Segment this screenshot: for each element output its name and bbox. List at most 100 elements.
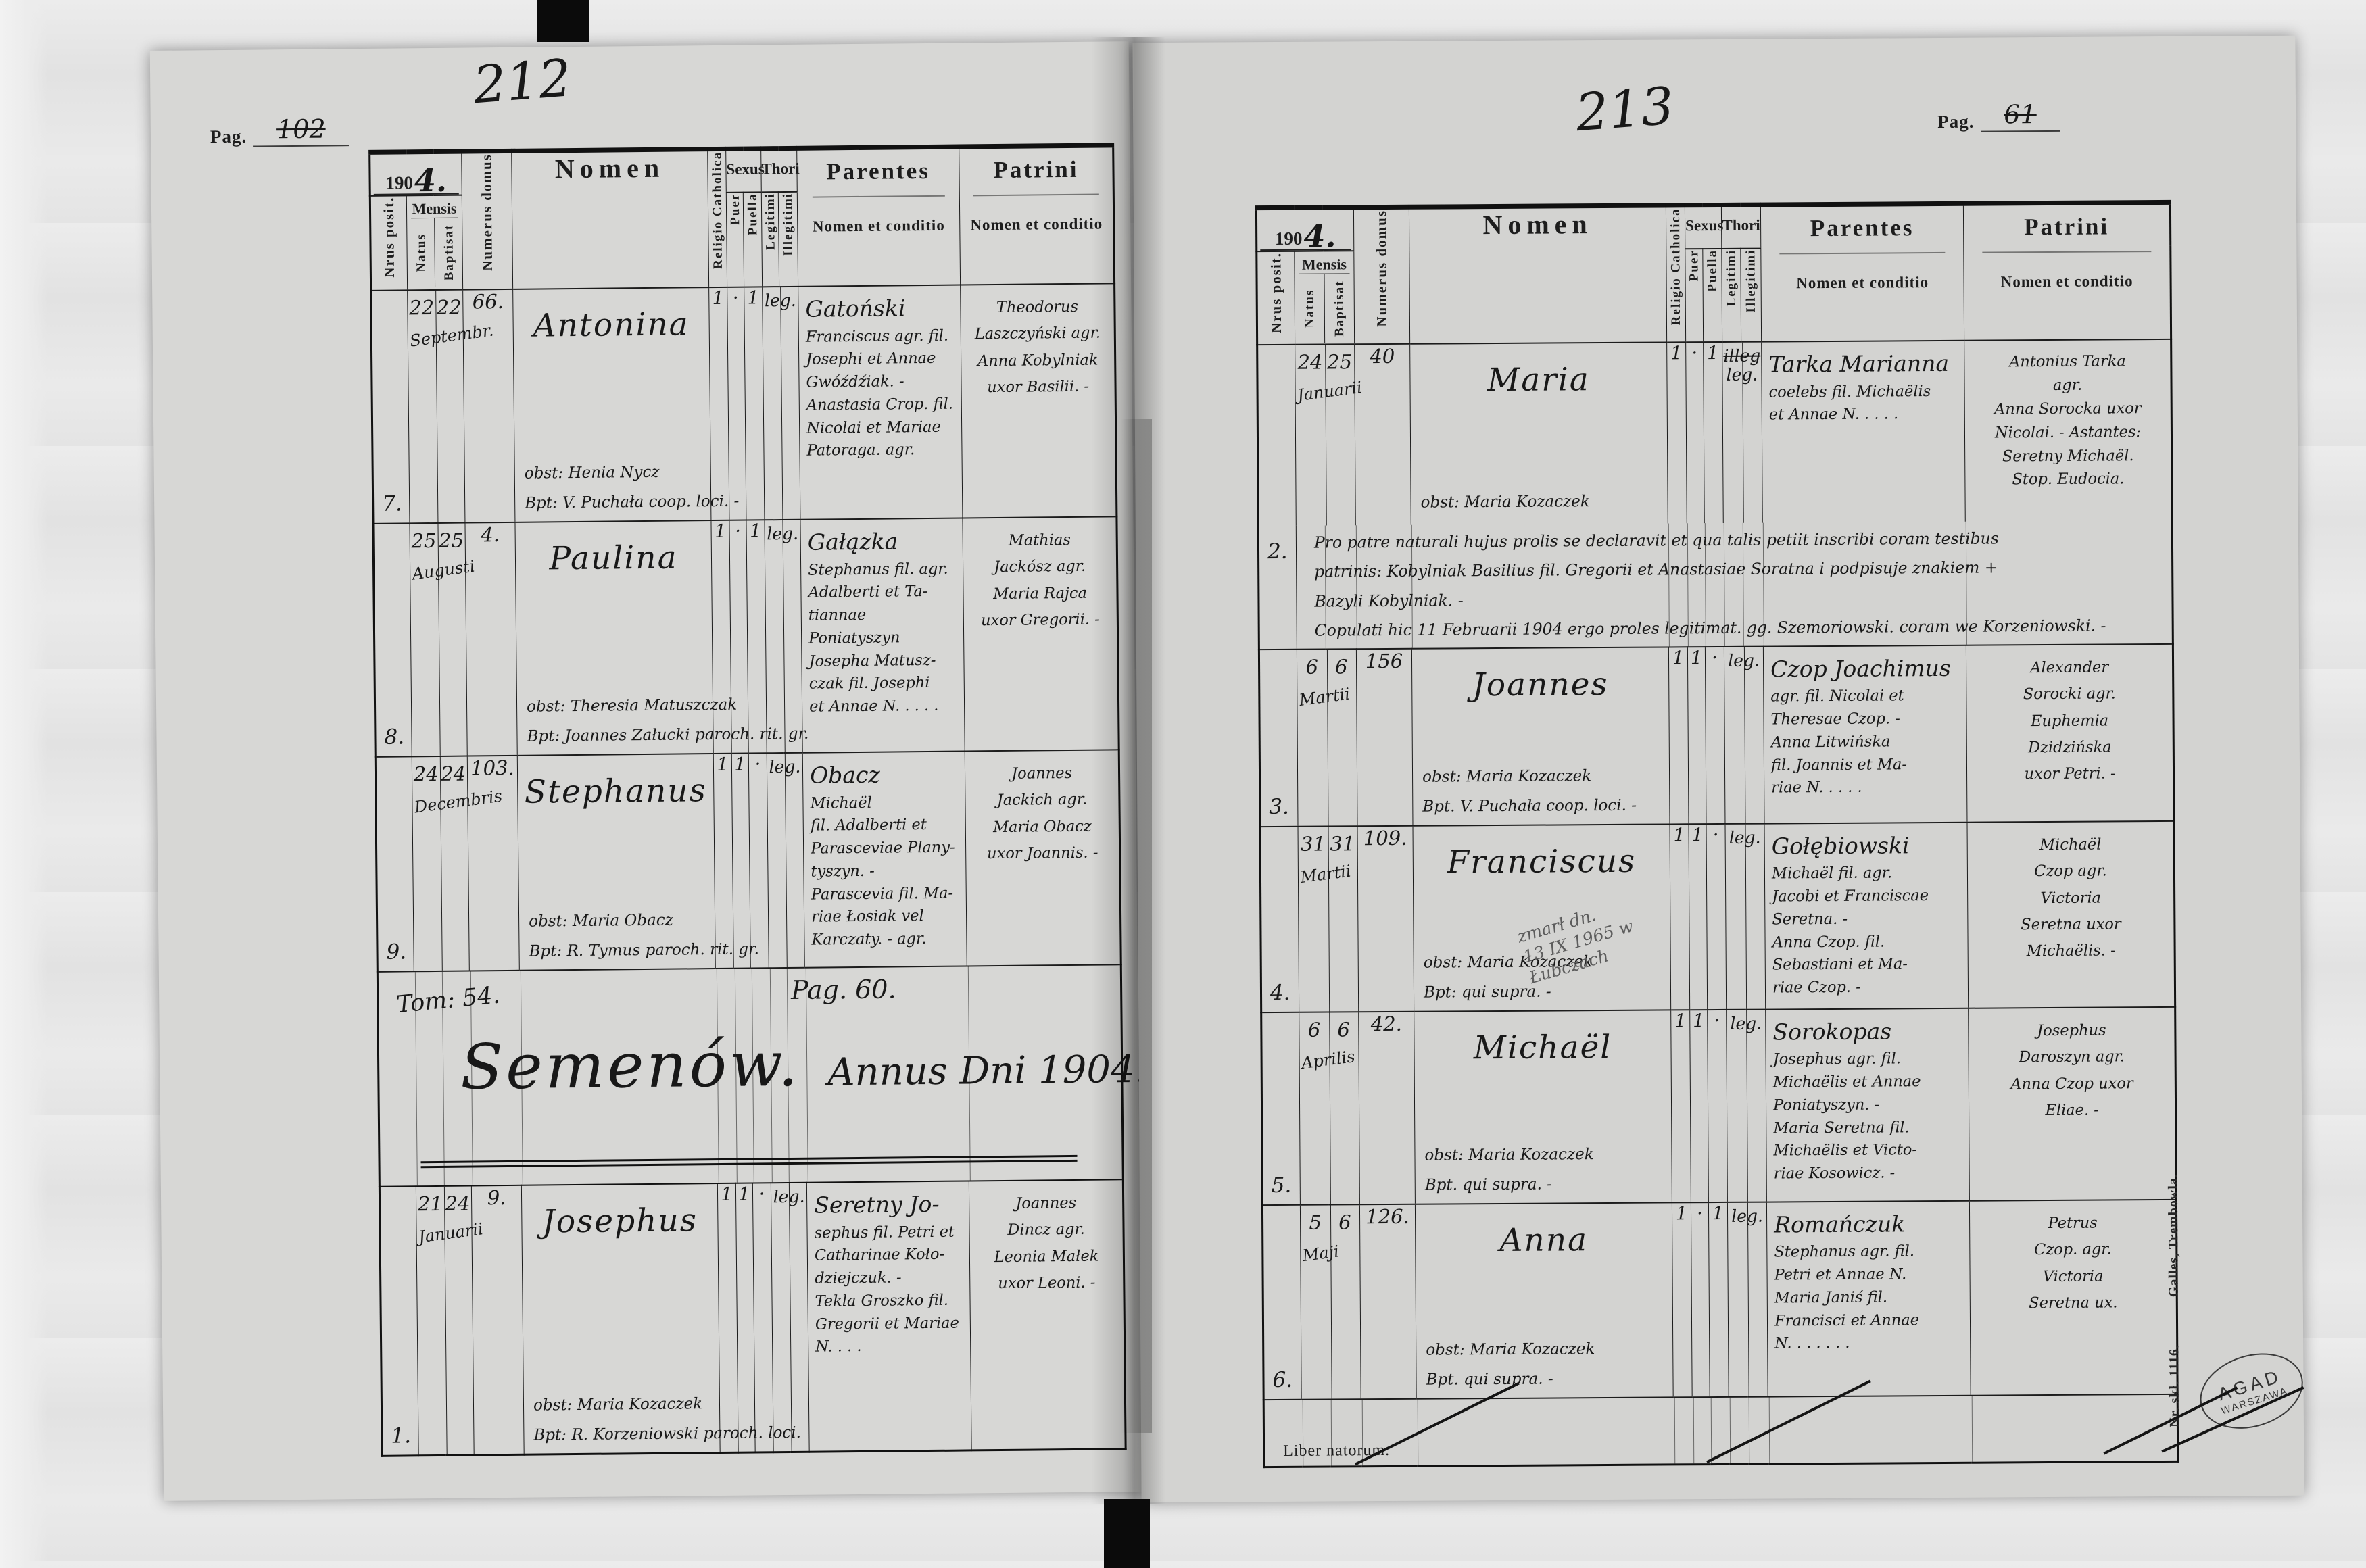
col-header-puella: Puella xyxy=(743,192,763,287)
midwife-note: obst: Maria Kozaczek xyxy=(533,1394,703,1415)
baptisat-day: 24 xyxy=(445,1192,470,1215)
puer-mark: · xyxy=(732,287,739,309)
natus-day: 31 xyxy=(1300,832,1326,856)
house-number: 103. xyxy=(470,756,514,780)
puella-mark: · xyxy=(758,1183,765,1205)
thori-mark: leg. xyxy=(1731,1206,1764,1226)
col-header-puella: Puella xyxy=(1702,248,1722,343)
child-name: Franciscus xyxy=(1447,842,1637,881)
puer-mark: 1 xyxy=(1691,825,1704,846)
posit-number: 5. xyxy=(1271,1173,1292,1198)
posit-number: 9. xyxy=(386,939,407,964)
col-header-sexus: Sexus xyxy=(1685,205,1723,249)
thori-mark: leg. xyxy=(769,756,801,777)
puer-mark: · xyxy=(1697,1203,1703,1225)
religio-mark: 1 xyxy=(712,287,725,310)
col-header-nomen: Nomen xyxy=(511,149,709,289)
book-gutter-shadow xyxy=(1091,37,1165,1504)
house-number: 4. xyxy=(481,523,500,547)
midwife-note: obst: Maria Kozaczek xyxy=(1426,1340,1595,1359)
pag-60-note: Pag. 60. xyxy=(790,974,896,1005)
puer-mark: · xyxy=(1691,343,1698,364)
puella-mark: 1 xyxy=(747,287,760,309)
natus-day: 5 xyxy=(1309,1210,1322,1234)
col-header-religio: Religio Catholica xyxy=(1666,205,1686,343)
pencil-death-note: zmarł dn. 13 IX 1965 w Łubczach xyxy=(1515,904,1636,987)
year-cell: 190 4. xyxy=(369,151,462,199)
posit-number: 4. xyxy=(1270,980,1290,1005)
posit-number: 7. xyxy=(382,491,402,516)
thori-mark: leg. xyxy=(767,523,799,544)
baptisat-day: 31 xyxy=(1330,832,1355,856)
patrini-text: Antonius Tarka agr. Anna Sorocka uxor Ni… xyxy=(1994,352,2142,489)
parentes-text: Obacz Michaël fil. Adalberti et Parascev… xyxy=(809,761,955,949)
page-number-line-right: Pag. 61 xyxy=(1937,99,2060,132)
thori-mark: leg. xyxy=(1728,650,1760,670)
puer-mark: 1 xyxy=(1690,647,1703,669)
midwife-note: obst: Theresia Matuszczak xyxy=(526,695,738,716)
puella-mark: · xyxy=(754,754,761,775)
religio-mark: 1 xyxy=(1670,343,1683,364)
child-name: Michaël xyxy=(1473,1028,1612,1067)
col-header-thori: Thori xyxy=(760,148,800,193)
posit-number: 3. xyxy=(1269,794,1290,819)
right-page: 213 Pag. 61 190 4. Numerus domus Nomen Re… xyxy=(1132,35,2313,1503)
row-franciscus: 4. 31 31 Martii 109. Franciscus zmarł dn.… xyxy=(1260,820,2175,1013)
row-maria-legitimation-note: 2. Pro patre naturali hujus prolis se de… xyxy=(1258,520,2173,650)
house-number: 40 xyxy=(1370,344,1395,368)
baptisat-day: 24 xyxy=(441,762,466,785)
year-printed: 190 xyxy=(1274,228,1303,249)
pag-value-struck: 102 xyxy=(276,114,326,145)
baptisat-day: 25 xyxy=(1327,350,1353,374)
table-header: 190 4. Numerus domus Nomen Religio Cathol… xyxy=(369,145,1115,291)
village-name: Semenów. xyxy=(460,1027,801,1104)
col-header-parentes: Parentes Nomen et conditio xyxy=(796,147,961,287)
register-table-right: 190 4. Numerus domus Nomen Religio Cathol… xyxy=(1255,199,2238,1469)
folio-number-right: 213 xyxy=(1573,75,1676,143)
child-name: Josephus xyxy=(541,1202,698,1241)
col-header-illegitimi: Illegitimi xyxy=(778,191,798,287)
house-number: 42. xyxy=(1370,1012,1402,1036)
legitimation-note-text: Pro patre naturali hujus prolis se decla… xyxy=(1313,529,2106,641)
religio-mark: 1 xyxy=(1672,647,1685,669)
natus-day: 21 xyxy=(417,1192,443,1216)
puella-mark: · xyxy=(1712,647,1718,668)
house-number: 126. xyxy=(1366,1204,1409,1229)
col-header-nrus-posit: Nrus posit. xyxy=(370,195,408,291)
page-edge-shadow xyxy=(1121,419,1152,1433)
parentes-text: Sorokopas Josephus agr. fil. Michaëlis e… xyxy=(1772,1018,1921,1183)
spine-bar-bottom xyxy=(1104,1499,1150,1568)
midwife-note: obst: Henia Nycz xyxy=(524,463,660,483)
child-name: Paulina xyxy=(549,539,678,578)
religio-mark: 1 xyxy=(1674,1010,1687,1032)
parentes-text: Seretny Jo- sephus fil. Petri et Cathari… xyxy=(814,1190,959,1356)
baptisat-day: 25 xyxy=(438,529,464,552)
spine-bar-top xyxy=(537,0,589,42)
baptizer-note: Bpt. qui supra. - xyxy=(1424,1175,1552,1194)
imprint-place: Galles, Trembowla. xyxy=(2165,1173,2181,1298)
religio-mark: 1 xyxy=(1675,1203,1688,1225)
patrini-text: Josephus Daroszyn agr. Anna Czop uxor El… xyxy=(2010,1021,2133,1120)
house-number: 9. xyxy=(487,1186,506,1210)
year-cell: 190 4. xyxy=(1256,207,1354,255)
puella-mark: 1 xyxy=(749,520,762,542)
religio-mark: 1 xyxy=(714,520,727,543)
col-header-mensis: Mensis Natus Baptisat xyxy=(406,195,463,291)
col-header-mensis: Mensis Natus Baptisat xyxy=(1294,251,1355,345)
thori-mark: leg. xyxy=(1726,364,1758,385)
pag-label: Pag. xyxy=(1937,111,1975,132)
col-header-sexus: Sexus xyxy=(725,148,765,193)
midwife-note: obst: Maria Obacz xyxy=(529,911,673,931)
child-name: Antonina xyxy=(533,305,690,345)
posit-number: 1. xyxy=(391,1423,412,1448)
patrini-text: Alexander Sorocki agr. Euphemia Dzidzińs… xyxy=(2023,658,2117,783)
posit-number: 8. xyxy=(384,725,405,750)
parentes-text: Romańczuk Stephanus agr. fil. Petri et A… xyxy=(1774,1210,1920,1352)
religio-mark: 1 xyxy=(717,754,729,775)
thori-mark: leg. xyxy=(773,1186,805,1207)
posit-number: 2. xyxy=(1267,539,1288,564)
baptisat-day: 6 xyxy=(1337,1018,1350,1042)
